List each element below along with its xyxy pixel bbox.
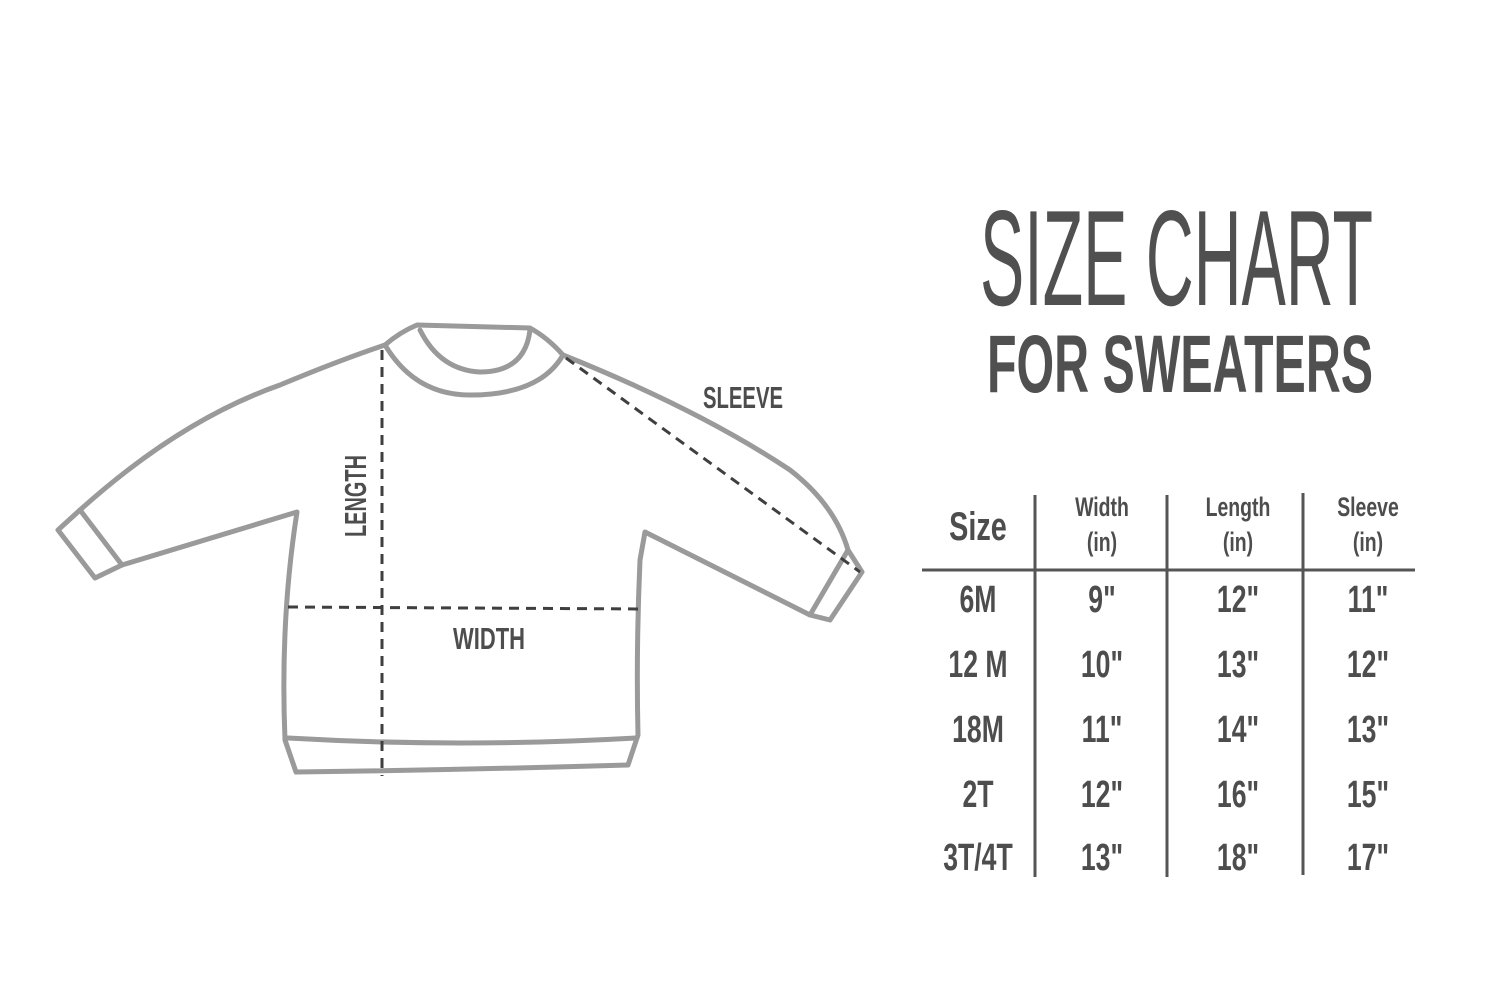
measurement-cell: 13" <box>1347 707 1389 750</box>
sleeve-label: SLEEVE <box>703 380 783 415</box>
measurement-cell: 18" <box>1217 835 1259 878</box>
measurement-cell: 13" <box>1081 835 1123 878</box>
measurement-cell: 17" <box>1347 835 1389 878</box>
measurement-cell: 11" <box>1082 707 1123 750</box>
column-header: Sleeve <box>1337 492 1399 522</box>
hem-band <box>285 735 639 746</box>
column-header-unit: (in) <box>1223 527 1253 557</box>
measurement-cell: 14" <box>1217 707 1259 750</box>
size-table: Size Width (in) Length (in) Sleeve (in) 6M 9" 12"… <box>922 492 1415 878</box>
measurement-cell: 16" <box>1217 772 1259 815</box>
measurement-cell: 13" <box>1217 642 1259 685</box>
measurement-cell: 12" <box>1081 772 1123 815</box>
title-line2: FOR SWEATERS <box>987 319 1373 410</box>
measurement-cell: 12" <box>1217 577 1259 620</box>
sweater-illustration: LENGTH WIDTH SLEEVE <box>55 322 865 776</box>
column-header: Width <box>1075 492 1129 522</box>
size-cell: 18M <box>952 707 1004 750</box>
title-line1: SIZE CHART <box>980 182 1373 334</box>
collar-outer <box>382 342 566 398</box>
width-measure-line <box>287 605 646 611</box>
size-cell: 12 M <box>948 642 1007 685</box>
length-label: LENGTH <box>338 455 373 537</box>
column-header-unit: (in) <box>1353 527 1383 557</box>
measurement-cell: 12" <box>1347 642 1389 685</box>
size-cell: 6M <box>960 577 997 620</box>
right-cuff <box>807 547 851 618</box>
width-label: WIDTH <box>453 621 525 656</box>
column-header: Length <box>1206 492 1271 522</box>
left-cuff <box>77 507 125 568</box>
collar-inner <box>417 327 533 375</box>
measurement-cell: 9" <box>1088 577 1115 620</box>
sweater-outline <box>55 322 865 775</box>
measurement-cell: 10" <box>1081 642 1123 685</box>
column-header-unit: (in) <box>1087 527 1117 557</box>
measurement-cell: 15" <box>1347 772 1389 815</box>
measurement-cell: 11" <box>1348 577 1389 620</box>
size-cell: 3T/4T <box>943 835 1012 878</box>
sleeve-measure-line <box>565 356 861 574</box>
size-cell: 2T <box>962 772 993 815</box>
header-size: Size <box>949 504 1007 549</box>
